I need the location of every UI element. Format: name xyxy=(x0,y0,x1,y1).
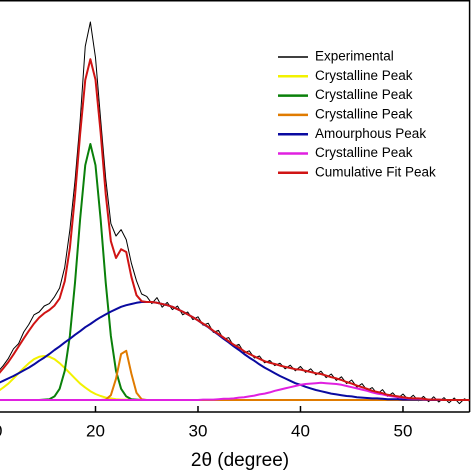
legend-text: Amourphous Peak xyxy=(315,126,426,141)
x-tick-label: 50 xyxy=(394,421,413,440)
x-tick-label: 20 xyxy=(86,421,105,440)
legend-text: Crystalline Peak xyxy=(315,87,413,102)
series-line xyxy=(0,143,470,401)
series-line xyxy=(0,349,470,401)
x-axis-title: 2θ (degree) xyxy=(191,450,289,471)
series-line xyxy=(0,301,470,401)
x-tick-label: 30 xyxy=(189,421,208,440)
legend-text: Crystalline Peak xyxy=(315,106,413,121)
legend-text: Crystalline Peak xyxy=(315,68,413,83)
legend-text: Cumulative Fit Peak xyxy=(315,164,436,179)
series-line xyxy=(0,58,470,401)
legend-text: Crystalline Peak xyxy=(315,145,413,160)
x-tick-label: 40 xyxy=(291,421,310,440)
plot-lines xyxy=(0,21,470,405)
legend-text: Experimental xyxy=(315,49,394,64)
series-line xyxy=(0,355,470,401)
x-tick-label: 10 xyxy=(0,421,2,440)
